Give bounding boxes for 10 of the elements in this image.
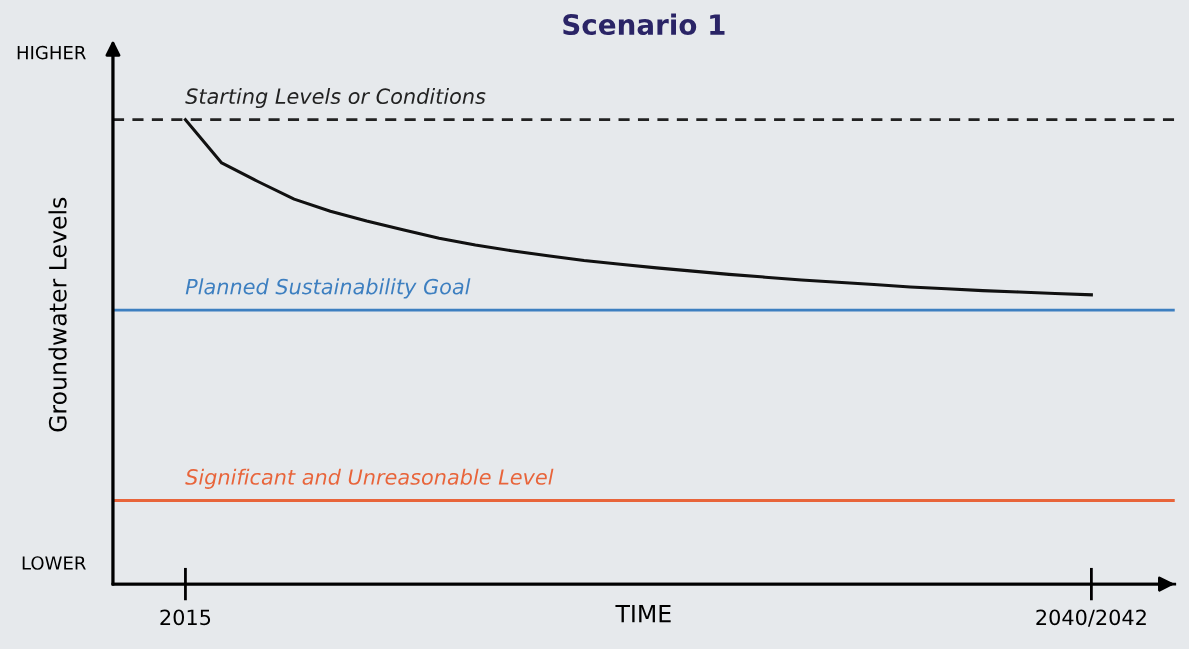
chart-title: Scenario 1 [563,13,725,36]
y-axis-title: Groundwater Levels [48,197,67,432]
x-axis-title: TIME [615,604,671,623]
ref-line-label: Planned Sustainability Goal [185,278,471,299]
x-tick-label: 2040/2042 [1036,609,1146,627]
ref-line-label: Significant and Unreasonable Level [185,468,554,489]
text: LOWER [22,556,86,570]
text: HIGHER [17,45,86,60]
x-tick-label: 2015 [160,609,211,626]
ref-line-label: Starting Levels or Conditions [185,87,486,109]
